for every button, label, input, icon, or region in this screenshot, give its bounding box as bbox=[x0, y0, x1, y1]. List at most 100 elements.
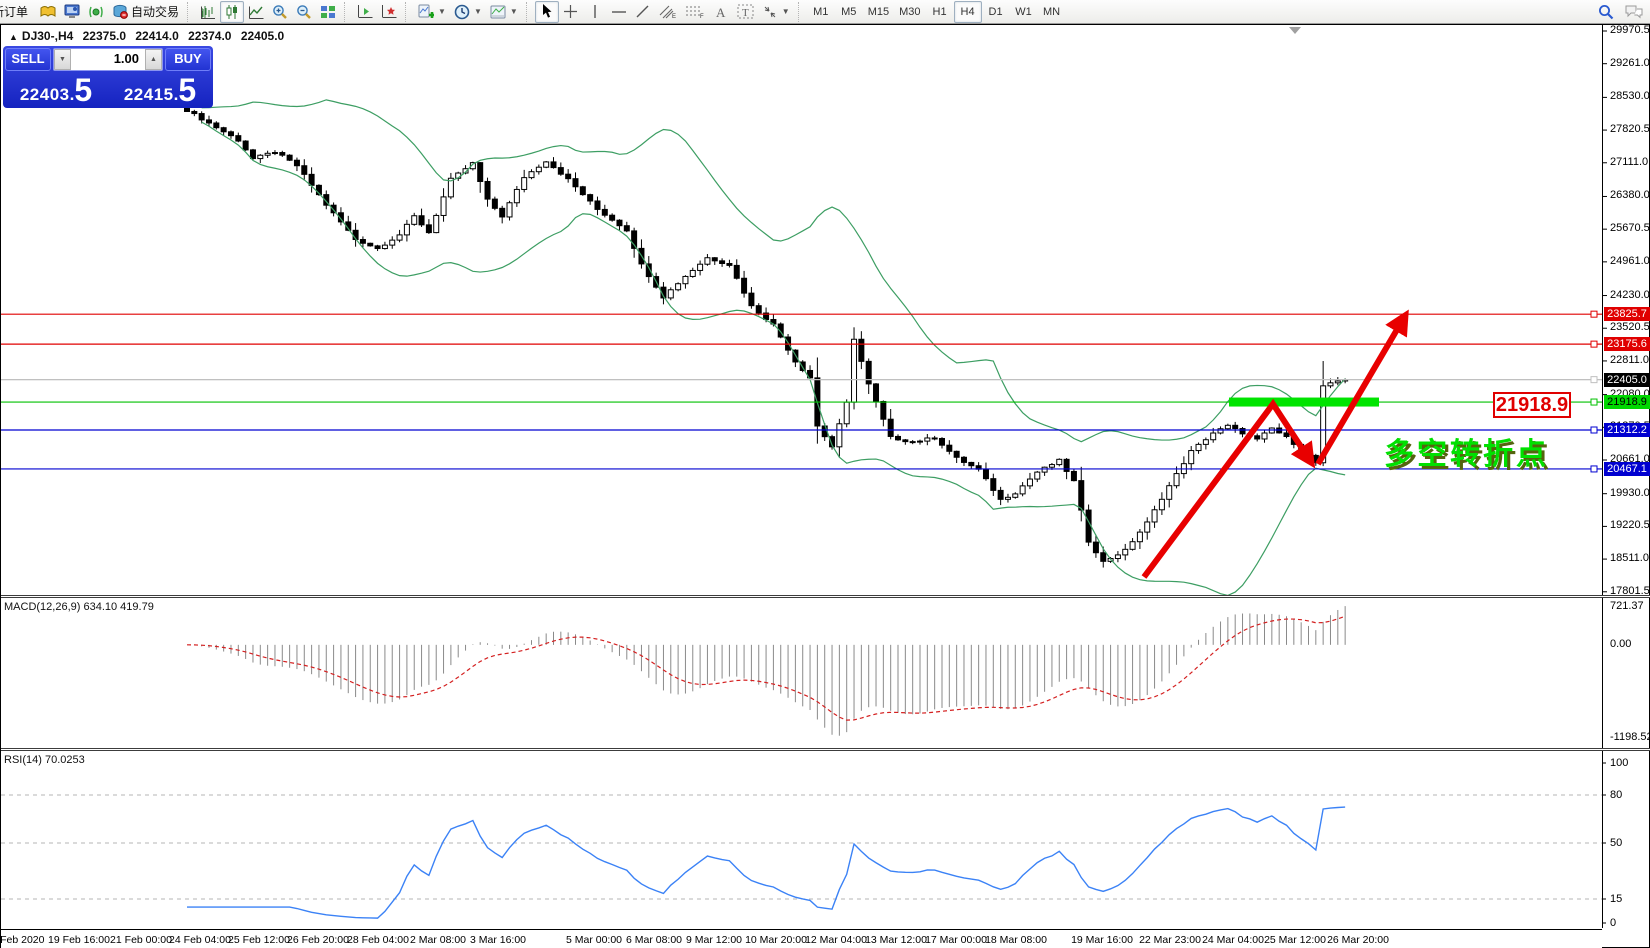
arrows-icon bbox=[764, 6, 776, 18]
chart-shift-icon bbox=[358, 4, 373, 18]
auto-scroll-icon bbox=[382, 4, 397, 18]
date-label: 19 Mar 16:00 bbox=[1071, 934, 1133, 946]
periods-button[interactable]: ▼ bbox=[450, 1, 486, 23]
macd-axis-bottom: -1198.52 bbox=[1610, 731, 1650, 743]
dropdown-arrow-icon: ▼ bbox=[509, 7, 518, 16]
ohlc-open: 22375.0 bbox=[82, 29, 127, 43]
tile-windows-icon bbox=[321, 5, 336, 18]
zoom-in-icon bbox=[273, 4, 287, 19]
date-label: 3 Mar 16:00 bbox=[469, 934, 527, 946]
sell-price[interactable]: 22403. 5 bbox=[5, 73, 107, 106]
panel-splitter[interactable] bbox=[1, 595, 1650, 598]
price-axis-border bbox=[1602, 25, 1603, 928]
auto-scroll-button[interactable] bbox=[377, 1, 401, 23]
dropdown-arrow-icon: ▼ bbox=[473, 7, 482, 16]
clock-icon bbox=[454, 4, 470, 19]
volume-value[interactable]: 1.00 bbox=[113, 51, 139, 66]
timeframe-d1[interactable]: D1 bbox=[988, 5, 1003, 18]
tile-windows-button[interactable] bbox=[316, 1, 340, 23]
text-icon: A bbox=[716, 5, 726, 19]
timeframe-m5[interactable]: M5 bbox=[841, 5, 857, 18]
price-tick: 19220.5 bbox=[1610, 519, 1650, 532]
price-callout-box[interactable]: 21918.9 bbox=[1493, 392, 1571, 418]
indicators-icon bbox=[418, 4, 435, 18]
date-label: 13 Mar 12:00 bbox=[865, 934, 927, 946]
price-level-label: 21312.2 bbox=[1604, 423, 1650, 437]
buy-button[interactable]: BUY bbox=[165, 48, 211, 71]
templates-button[interactable]: ▼ bbox=[486, 1, 522, 23]
panel-splitter[interactable] bbox=[1, 748, 1650, 751]
timeframe-m1[interactable]: M1 bbox=[813, 5, 829, 18]
main-toolbar: 新订单 自动交易 bbox=[0, 0, 1650, 24]
chart-canvas[interactable] bbox=[1, 25, 1650, 948]
crosshair-icon bbox=[564, 5, 578, 18]
toolbar-separator bbox=[797, 1, 803, 22]
candlestick-chart-button[interactable] bbox=[220, 0, 245, 23]
trendline-button[interactable] bbox=[631, 1, 655, 23]
zoom-out-button[interactable] bbox=[292, 1, 316, 23]
equidistant-channel-button[interactable]: E bbox=[655, 1, 681, 23]
price-tick: 19930.0 bbox=[1610, 486, 1650, 499]
ohlc-close: 22405.0 bbox=[240, 29, 285, 43]
price-tick: 23520.5 bbox=[1610, 321, 1650, 334]
chart-window: ▲ DJ30-,H4 22375.0 22414.0 22374.0 22405.… bbox=[0, 24, 1650, 948]
text-label-button[interactable]: T bbox=[733, 1, 758, 23]
search-icon[interactable] bbox=[1598, 4, 1614, 20]
price-level-label: 20467.1 bbox=[1604, 461, 1650, 476]
vertical-line-button[interactable] bbox=[583, 1, 607, 23]
sell-button[interactable]: SELL bbox=[5, 48, 51, 71]
cursor-button[interactable] bbox=[534, 0, 559, 23]
autotrading-icon bbox=[113, 4, 128, 19]
candlestick-icon bbox=[226, 4, 237, 19]
buy-price-pip: 5 bbox=[178, 72, 197, 108]
timeframe-w1[interactable]: W1 bbox=[1015, 5, 1032, 18]
macd-axis-top: 721.37 bbox=[1610, 600, 1644, 612]
fibonacci-button[interactable]: F bbox=[681, 1, 709, 23]
timeframe-m15[interactable]: M15 bbox=[867, 5, 890, 18]
trendline-icon bbox=[636, 5, 649, 18]
zoom-in-button[interactable] bbox=[268, 1, 292, 23]
horizontal-line-button[interactable] bbox=[607, 1, 631, 23]
price-tick: 22811.0 bbox=[1610, 353, 1649, 366]
line-chart-button[interactable] bbox=[244, 1, 268, 23]
history-center-button[interactable] bbox=[36, 1, 60, 23]
bar-chart-button[interactable] bbox=[196, 1, 220, 23]
timeframe-h1[interactable]: H1 bbox=[932, 5, 947, 18]
cursor-icon bbox=[543, 4, 552, 18]
price-tick: 27820.5 bbox=[1610, 123, 1650, 136]
price-level-label: 23175.6 bbox=[1604, 337, 1650, 352]
turning-point-text: 多空转折点 bbox=[1384, 438, 1549, 471]
timeframe-mn[interactable]: MN bbox=[1042, 5, 1061, 18]
rsi-axis-tick: 0 bbox=[1610, 917, 1617, 929]
auto-trading-button[interactable]: 自动交易 bbox=[108, 1, 183, 23]
dropdown-arrow-icon: ▼ bbox=[781, 7, 790, 16]
channel-icon: E bbox=[659, 5, 676, 19]
chart-shift-button[interactable] bbox=[353, 1, 377, 23]
text-button[interactable]: A bbox=[709, 1, 733, 23]
chart-shift-marker[interactable] bbox=[1289, 27, 1301, 34]
signals-button[interactable] bbox=[84, 1, 108, 23]
date-label: 26 Mar 20:00 bbox=[1327, 934, 1389, 946]
buy-price[interactable]: 22415. 5 bbox=[109, 73, 211, 106]
arrows-button[interactable]: ▼ bbox=[758, 1, 794, 23]
symbol-period: DJ30-,H4 bbox=[21, 29, 74, 43]
date-label: 18 Feb 2020 bbox=[1, 934, 45, 946]
toolbar-separator bbox=[405, 1, 410, 22]
timeframe-h4[interactable]: H4 bbox=[953, 0, 982, 23]
date-label: 12 Mar 04:00 bbox=[805, 934, 867, 946]
timeframe-m30[interactable]: M30 bbox=[899, 5, 921, 18]
sell-price-main: 22403 bbox=[19, 85, 70, 104]
crosshair-button[interactable] bbox=[559, 1, 583, 23]
date-label: 28 Feb 04:00 bbox=[347, 934, 409, 946]
chat-icon[interactable] bbox=[1624, 4, 1644, 20]
volume-up-button[interactable]: ▲ bbox=[145, 49, 162, 70]
market-watch-button[interactable] bbox=[60, 1, 84, 23]
indicators-button[interactable]: ▼ bbox=[414, 1, 450, 23]
svg-text:E: E bbox=[672, 14, 676, 19]
bar-chart-icon bbox=[200, 5, 215, 19]
new-order-button[interactable]: 新订单 bbox=[0, 5, 29, 19]
price-tick: 18511.0 bbox=[1610, 552, 1649, 565]
date-label: 26 Feb 20:00 bbox=[287, 934, 349, 946]
volume-down-button[interactable]: ▼ bbox=[54, 49, 71, 70]
